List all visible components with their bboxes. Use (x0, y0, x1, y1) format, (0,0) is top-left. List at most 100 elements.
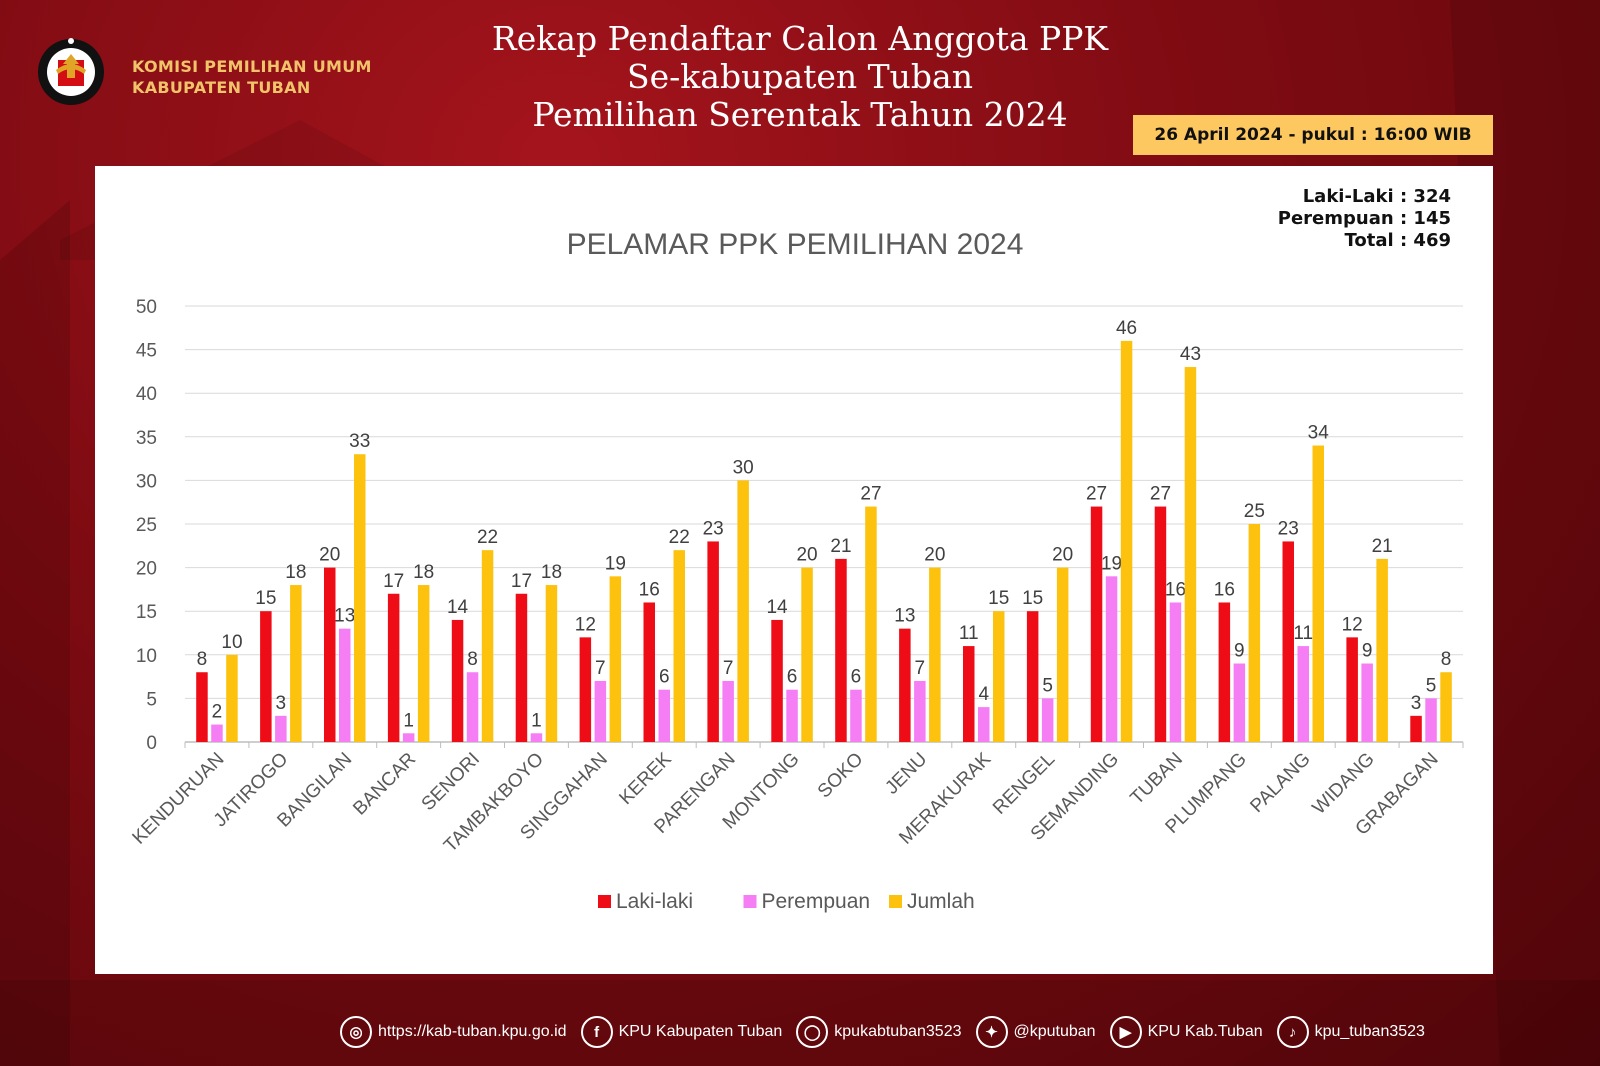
bar-jumlah (865, 506, 877, 742)
bar-laki-laki (1410, 715, 1422, 742)
data-label: 3 (1411, 693, 1422, 714)
footer-item-facebook[interactable]: f KPU Kabupaten Tuban (580, 1016, 782, 1048)
bar-laki-laki (707, 541, 719, 742)
bar-perempuan (1425, 698, 1437, 742)
title-line3: Pemilihan Serentak Tahun 2024 (532, 95, 1068, 134)
data-label: 27 (1086, 484, 1107, 505)
bar-jumlah (1312, 445, 1324, 742)
data-label: 11 (959, 623, 979, 644)
data-label: 23 (703, 518, 724, 539)
data-label: 4 (978, 684, 989, 705)
bar-perempuan (1105, 576, 1118, 742)
data-label: 16 (1214, 579, 1235, 600)
x-tick-label: SENORI (418, 749, 484, 815)
x-tick-label: KENDURUAN (129, 749, 229, 849)
data-label: 7 (723, 658, 734, 679)
bar-perempuan (850, 689, 862, 742)
bar-perempuan (530, 733, 543, 742)
data-label: 7 (915, 658, 926, 679)
globe-icon: ◎ (340, 1016, 372, 1048)
tiktok-icon: ♪ (1276, 1016, 1309, 1048)
x-tick-label: PALANG (1246, 749, 1314, 817)
data-label: 13 (334, 606, 355, 627)
data-label: 19 (1101, 553, 1122, 574)
data-label: 30 (733, 457, 754, 478)
org-name: KOMISI PEMILIHAN UMUM KABUPATEN TUBAN (132, 56, 372, 98)
bar-jumlah (226, 654, 238, 742)
bar-chart: PELAMAR PPK PEMILIHAN 202405101520253035… (129, 228, 1464, 913)
data-label: 14 (766, 597, 788, 618)
bar-jumlah (1248, 524, 1261, 742)
bar-jumlah (993, 611, 1005, 742)
y-tick-label: 20 (136, 559, 157, 580)
legend-label: Jumlah (907, 890, 975, 913)
kpu-logo (38, 38, 104, 105)
data-label: 15 (255, 588, 276, 609)
data-label: 1 (403, 710, 414, 731)
bar-jumlah (1120, 340, 1133, 742)
data-label: 9 (1234, 641, 1245, 662)
org-name-line1: KOMISI PEMILIHAN UMUM (132, 57, 372, 76)
data-label: 27 (1150, 484, 1171, 505)
bar-perempuan (466, 672, 479, 742)
summary-male: Laki-Laki : 324 (1302, 186, 1451, 207)
bar-perempuan (402, 733, 415, 742)
data-label: 10 (221, 632, 242, 653)
footer-item-twitter[interactable]: ✦ @kputuban (975, 1016, 1096, 1048)
page-title: Rekap Pendaftar Calon Anggota PPK Se-kab… (400, 20, 1200, 134)
data-label: 16 (639, 579, 660, 600)
org-name-line2: KABUPATEN TUBAN (132, 78, 311, 97)
data-label: 17 (383, 571, 404, 592)
footer-item-website[interactable]: ◎ https://kab-tuban.kpu.go.id (340, 1016, 567, 1048)
legend-swatch (889, 895, 902, 908)
data-label: 12 (1342, 614, 1363, 635)
data-label: 20 (924, 545, 945, 566)
bar-perempuan (914, 680, 926, 742)
footer-item-youtube[interactable]: ▶ KPU Kab.Tuban (1109, 1016, 1263, 1048)
footer-item-instagram[interactable]: ◯ kpukabtuban3523 (796, 1016, 962, 1048)
data-label: 20 (796, 545, 817, 566)
bar-jumlah (929, 567, 941, 742)
data-label: 6 (851, 667, 862, 688)
bar-perempuan (786, 689, 798, 742)
legend-swatch (743, 895, 757, 908)
bar-laki-laki (579, 637, 592, 742)
bar-laki-laki (1346, 637, 1358, 742)
title-line2: Se-kabupaten Tuban (627, 57, 973, 96)
bar-perempuan (658, 689, 670, 742)
data-label: 6 (659, 667, 670, 688)
y-tick-label: 15 (136, 602, 157, 623)
bar-perempuan (211, 724, 223, 742)
bar-perempuan (978, 707, 990, 742)
bar-laki-laki (963, 646, 975, 742)
x-tick-label: KEREK (615, 748, 676, 809)
bar-laki-laki (1218, 602, 1231, 742)
data-label: 33 (349, 431, 370, 452)
bar-jumlah (1184, 367, 1197, 742)
y-tick-label: 0 (146, 733, 157, 754)
data-label: 23 (1278, 518, 1299, 539)
bar-perempuan (594, 680, 607, 742)
bar-laki-laki (835, 558, 847, 742)
footer-item-tiktok[interactable]: ♪ kpu_tuban3523 (1276, 1016, 1425, 1048)
data-label: 34 (1308, 423, 1330, 444)
data-label: 13 (894, 606, 915, 627)
y-tick-label: 5 (146, 689, 157, 710)
summary-box: Laki-Laki : 324 Perempuan : 145 Total : … (1278, 186, 1451, 252)
bar-laki-laki (324, 567, 336, 742)
bar-laki-laki (260, 611, 272, 742)
y-tick-label: 30 (136, 471, 157, 492)
bar-laki-laki (643, 602, 655, 742)
data-label: 1 (531, 710, 542, 731)
data-label: 12 (575, 614, 596, 635)
bar-laki-laki (1026, 611, 1039, 742)
data-label: 22 (669, 527, 690, 548)
facebook-icon: f (580, 1016, 613, 1048)
bar-perempuan (275, 715, 287, 742)
bar-laki-laki (771, 619, 783, 742)
bar-laki-laki (451, 619, 464, 742)
data-label: 18 (285, 562, 306, 583)
data-label: 7 (595, 658, 606, 679)
instagram-icon: ◯ (796, 1016, 829, 1048)
y-tick-label: 35 (136, 428, 157, 449)
